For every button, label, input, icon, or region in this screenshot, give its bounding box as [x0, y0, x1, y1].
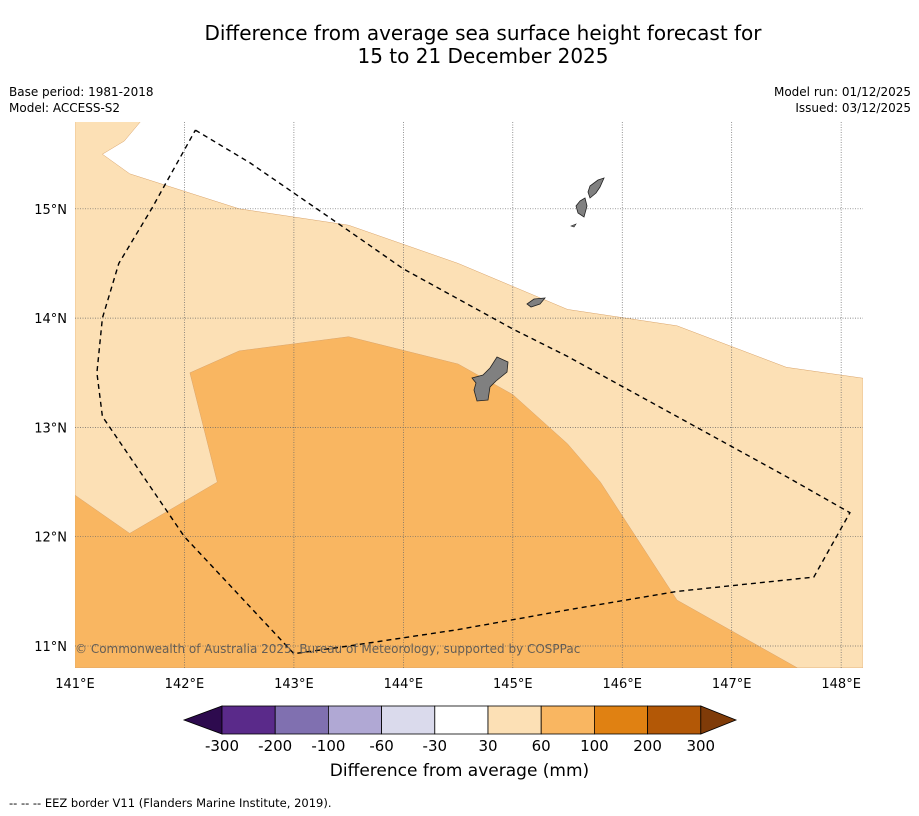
colorbar-tick-label: -60 [369, 737, 394, 755]
colorbar-bin [647, 705, 702, 735]
lon-tick-label: 146°E [602, 677, 642, 692]
colorbar-tick-label: -100 [311, 737, 345, 755]
title-line-2: 15 to 21 December 2025 [357, 44, 609, 68]
model-run: Model run: 01/12/2025 [773, 85, 911, 99]
colorbar-tick-label: 100 [580, 737, 609, 755]
colorbar-tick-label: 200 [633, 737, 662, 755]
colorbar-extend-low [182, 705, 223, 735]
colorbar-bin [327, 705, 382, 735]
issued-date: Issued: 03/12/2025 [795, 101, 911, 115]
lat-tick-label: 12°N [34, 531, 67, 546]
lon-tick-label: 144°E [384, 677, 424, 692]
colorbar-tick-label: -200 [258, 737, 292, 755]
colorbar-extend-high [700, 705, 738, 735]
colorbar-tick-label: 300 [686, 737, 715, 755]
lon-tick-label: 141°E [55, 677, 95, 692]
eez-legend-note: -- -- -- EEZ border V11 (Flanders Marine… [9, 796, 332, 810]
colorbar-tick-label: -30 [423, 737, 448, 755]
copyright-layer: © Commonwealth of Australia 2025, Bureau… [75, 642, 580, 656]
title-line-1: Difference from average sea surface heig… [204, 21, 762, 45]
colorbar-bin [274, 705, 329, 735]
lon-tick-label: 143°E [274, 677, 314, 692]
saipan-island [587, 177, 605, 199]
axis-labels: 141°E 142°E 143°E 144°E 145°E 146°E 147°E 148°E… [34, 203, 861, 692]
lat-tick-label: 11°N [34, 640, 67, 655]
lon-tick-label: 142°E [165, 677, 205, 692]
lon-tick-label: 147°E [712, 677, 752, 692]
meta-right: Model run: 01/12/2025 Issued: 03/12/2025 [774, 84, 911, 116]
map-title: Difference from average sea surface heig… [0, 22, 919, 68]
copyright-text: © Commonwealth of Australia 2025, Bureau… [75, 642, 580, 656]
colorbar-tick-label: 30 [478, 737, 497, 755]
guam-island [471, 356, 509, 402]
meta-left: Base period: 1981-2018 Model: ACCESS-S2 [9, 84, 154, 116]
lon-tick-label: 148°E [821, 677, 861, 692]
base-period: Base period: 1981-2018 [9, 85, 154, 99]
lat-tick-label: 14°N [34, 312, 67, 327]
lat-tick-label: 13°N [34, 421, 67, 436]
colorbar-bin [487, 705, 542, 735]
colorbar-bin [434, 705, 489, 735]
colorbar-bin [381, 705, 436, 735]
model-name: Model: ACCESS-S2 [9, 101, 121, 115]
colorbar-bin [594, 705, 649, 735]
colorbar-tick-label: 60 [532, 737, 551, 755]
colorbar-bin [540, 705, 595, 735]
aguijan-island [570, 223, 577, 228]
colorbar-tick-label: -300 [205, 737, 239, 755]
colorbar-label: Difference from average (mm) [329, 761, 590, 781]
islands [471, 177, 605, 402]
anomaly-regions [75, 122, 863, 668]
lon-tick-label: 145°E [493, 677, 533, 692]
lat-tick-label: 15°N [34, 203, 67, 218]
tinian-island [575, 197, 588, 218]
rota-island [526, 297, 546, 308]
graticule [75, 122, 863, 668]
colorbar-bin [221, 705, 276, 735]
colorbar: -300 -200 -100 -60 -30 30 60 100 200 300 [182, 705, 738, 755]
